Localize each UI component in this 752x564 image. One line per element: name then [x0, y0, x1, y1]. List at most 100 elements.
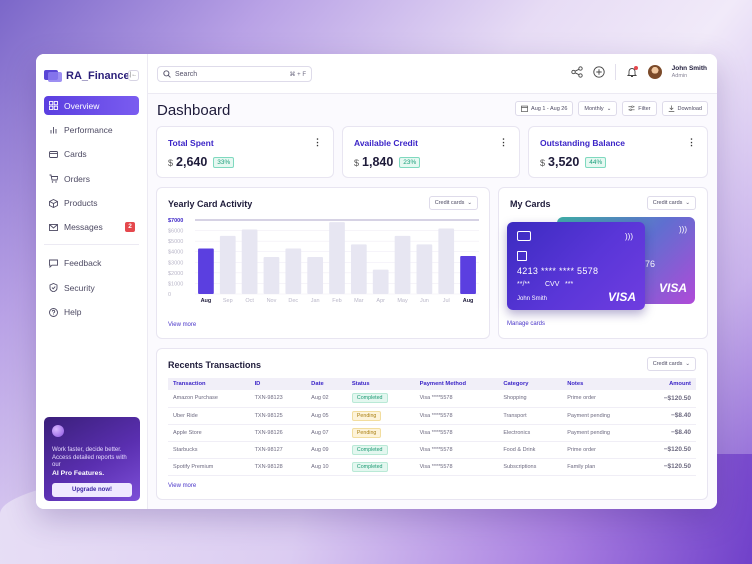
bar-dec-4[interactable] — [285, 248, 302, 294]
bar-jan-5[interactable] — [307, 257, 324, 294]
table-row[interactable]: Uber Ride TXN-98125 Aug 05 Pending Visa ****… — [168, 407, 696, 425]
filter-button[interactable]: Filter — [622, 101, 657, 116]
notification-dot — [633, 66, 638, 70]
cell-status: Pending — [346, 407, 415, 425]
search-input[interactable]: Search ⌘ + F — [157, 66, 312, 82]
x-tick-label: Jul — [443, 298, 450, 304]
dropdown-label: Credit cards — [652, 200, 683, 206]
table-row[interactable]: Spotify Premium TXN-98128 Aug 10 Completed V… — [168, 458, 696, 476]
more-options-icon[interactable]: ⋮ — [313, 137, 322, 147]
ai-orb-icon — [52, 425, 64, 437]
status-badge: Completed — [351, 393, 388, 404]
user-info[interactable]: John Smith Admin — [672, 65, 707, 80]
cell-id: TXN-98128 — [249, 458, 307, 476]
table-row[interactable]: Apple Store TXN-98126 Aug 07 Pending Visa **… — [168, 424, 696, 442]
transactions-card: Recents Transactions Credit cards ⌄ Trans… — [156, 348, 708, 500]
section-title: Recents Transactions — [168, 360, 262, 370]
column-header[interactable]: Transaction — [168, 378, 250, 390]
x-tick-label: Mar — [354, 298, 364, 304]
column-header[interactable]: Status — [346, 378, 415, 390]
table-row[interactable]: Starbucks TXN-98127 Aug 09 Completed Visa **… — [168, 441, 696, 459]
column-header[interactable]: Category — [498, 378, 563, 390]
bar-feb-6[interactable] — [329, 222, 345, 294]
column-header[interactable]: Date — [306, 378, 347, 390]
status-badge: Pending — [351, 410, 382, 421]
topbar-divider — [614, 64, 616, 80]
card-type-dropdown[interactable]: Credit cards ⌄ — [646, 196, 696, 210]
sidebar-item-performance[interactable]: Performance — [44, 120, 139, 139]
column-header[interactable]: ID — [249, 378, 307, 390]
card-type-dropdown[interactable]: Credit cards ⌄ — [646, 357, 696, 371]
y-tick-label: $5000 — [168, 239, 183, 245]
view-more-link[interactable]: View more — [168, 483, 197, 489]
card-chip-icon — [517, 231, 531, 241]
view-more-link[interactable]: View more — [168, 322, 197, 328]
chat-icon — [49, 259, 58, 268]
sidebar-item-cards[interactable]: Cards — [44, 145, 139, 164]
stat-card-total-spent: Total Spent ⋮ $2,640 33% — [156, 126, 334, 178]
period-select[interactable]: Monthly ⌄ — [578, 101, 618, 116]
visa-logo: VISA — [607, 290, 636, 304]
sidebar-item-overview[interactable]: Overview — [44, 96, 139, 115]
cell-transaction: Apple Store — [168, 424, 250, 442]
date-range-picker[interactable]: Aug 1 - Aug 26 — [515, 101, 574, 116]
cvv-label: CVV — [545, 281, 560, 288]
filter-icon — [628, 105, 635, 111]
sidebar-item-products[interactable]: Products — [44, 194, 139, 213]
bar-jul-11[interactable] — [438, 228, 455, 294]
share-icon[interactable] — [570, 66, 583, 78]
cell-category: Subscriptions — [498, 458, 563, 476]
avatar[interactable] — [647, 65, 662, 79]
bar-nov-3[interactable] — [263, 257, 280, 294]
bar-mar-7[interactable] — [350, 244, 367, 294]
sidebar-item-messages[interactable]: Messages 2 — [44, 218, 139, 237]
cell-notes: Payment pending — [562, 407, 641, 425]
card-expiry: **/** — [517, 281, 530, 288]
cell-category: Electronics — [498, 424, 563, 442]
cell-amount: −$120.50 — [640, 458, 696, 476]
cell-transaction: Spotify Premium — [168, 458, 250, 476]
calendar-icon — [521, 105, 528, 112]
table-row[interactable]: Amazon Purchase TXN-98123 Aug 02 Completed V… — [168, 390, 696, 408]
card-type-dropdown[interactable]: Credit cards ⌄ — [428, 196, 478, 210]
cell-date: Aug 10 — [306, 458, 347, 476]
credit-card-front[interactable]: ))) 4213 **** **** 5578 **/** CVV *** Jo… — [507, 222, 645, 310]
column-header[interactable]: Amount — [640, 378, 696, 390]
x-tick-label: May — [397, 298, 408, 304]
bar-chart-icon — [49, 125, 58, 134]
bell-icon[interactable] — [626, 66, 638, 78]
x-tick-label: Feb — [332, 298, 341, 304]
download-button[interactable]: Download — [661, 101, 708, 116]
column-header[interactable]: Payment Method — [414, 378, 499, 390]
brand-logo[interactable]: RA_Finance |← — [44, 70, 139, 96]
sidebar-item-feedback[interactable]: Feedback — [44, 254, 139, 273]
bar-jun-10[interactable] — [416, 244, 433, 294]
sidebar-item-orders[interactable]: Orders — [44, 169, 139, 188]
upgrade-button[interactable]: Upgrade now! — [52, 483, 132, 497]
sidebar-item-label: Products — [64, 198, 98, 209]
currency-symbol: $ — [354, 158, 360, 168]
chevron-down-icon: ⌄ — [685, 200, 690, 206]
bar-aug-12[interactable] — [460, 255, 476, 294]
sidebar-item-security[interactable]: Security — [44, 278, 139, 297]
bar-sep-1[interactable] — [219, 235, 236, 294]
unread-badge: 2 — [125, 221, 135, 232]
main-content: Search ⌘ + F John Smith Admin Dashboard … — [148, 54, 717, 509]
bar-aug-0[interactable] — [198, 248, 214, 294]
credit-card-icon — [49, 150, 58, 159]
y-tick-label: $6000 — [168, 229, 183, 235]
add-circle-icon[interactable] — [592, 66, 605, 78]
bar-apr-8[interactable] — [372, 269, 389, 294]
sidebar-item-help[interactable]: Help — [44, 303, 139, 322]
cell-category: Shopping — [498, 390, 563, 408]
manage-cards-link[interactable]: Manage cards — [507, 321, 546, 327]
bar-oct-2[interactable] — [241, 229, 258, 294]
more-options-icon[interactable]: ⋮ — [687, 137, 696, 147]
stat-value: 2,640 — [176, 155, 208, 169]
bar-may-9[interactable] — [394, 235, 411, 294]
column-header[interactable]: Notes — [562, 378, 641, 390]
status-badge: Pending — [351, 427, 382, 438]
more-options-icon[interactable]: ⋮ — [499, 137, 508, 147]
chevron-down-icon: ⌄ — [606, 105, 612, 112]
collapse-sidebar-button[interactable]: |← — [128, 70, 139, 81]
